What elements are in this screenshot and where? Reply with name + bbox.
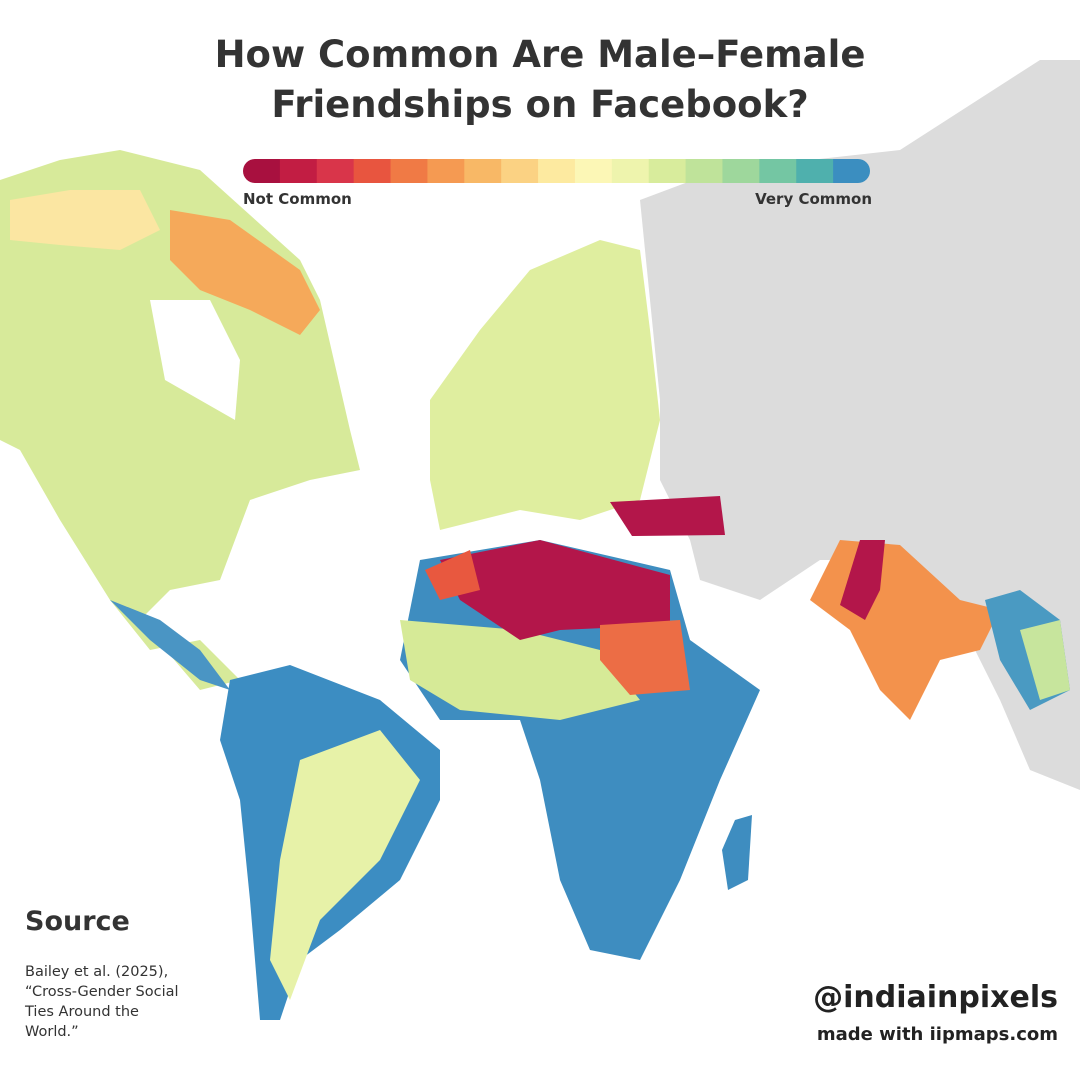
- madagascar: [722, 815, 752, 890]
- legend-swatch: [722, 159, 760, 183]
- legend-swatch: [611, 159, 650, 183]
- legend-swatch: [464, 159, 502, 183]
- legend-bar: [243, 159, 870, 183]
- legend-swatch: [574, 159, 613, 183]
- sudan: [600, 620, 690, 695]
- south-america-south: [270, 730, 420, 1000]
- legend-swatch: [279, 159, 318, 183]
- morocco: [425, 550, 480, 600]
- canada-arctic: [170, 210, 320, 335]
- legend-swatch: [390, 159, 428, 183]
- legend-swatch: [538, 159, 576, 183]
- legend-swatch: [759, 159, 797, 183]
- source-text: Bailey et al. (2025), “Cross-Gender Soci…: [25, 964, 179, 1040]
- source-heading: Source: [25, 906, 130, 937]
- indochina: [1020, 620, 1070, 700]
- north-africa: [440, 540, 670, 640]
- sahel: [400, 620, 640, 720]
- pakistan: [840, 540, 885, 620]
- legend-swatch: [316, 159, 355, 183]
- legend-swatch: [648, 159, 687, 183]
- legend-low-label: Not Common: [243, 190, 352, 208]
- central-america: [110, 600, 230, 690]
- legend-swatch: [833, 159, 870, 183]
- legend-swatch: [427, 159, 465, 183]
- legend-high-label: Very Common: [755, 190, 872, 208]
- title: How Common Are Male–Female Friendships o…: [214, 33, 866, 126]
- legend-swatch: [501, 159, 539, 183]
- legend-swatch: [353, 159, 392, 183]
- credit-note: made with iipmaps.com: [816, 1024, 1058, 1045]
- turkey: [610, 496, 725, 536]
- legend-swatch: [685, 159, 723, 183]
- legend-swatch: [796, 159, 834, 183]
- europe: [430, 240, 660, 530]
- arctic-islands: [10, 190, 160, 250]
- hudson-bay: [150, 300, 240, 420]
- legend-swatch: [243, 159, 281, 183]
- handle: @indiainpixels: [813, 980, 1058, 1015]
